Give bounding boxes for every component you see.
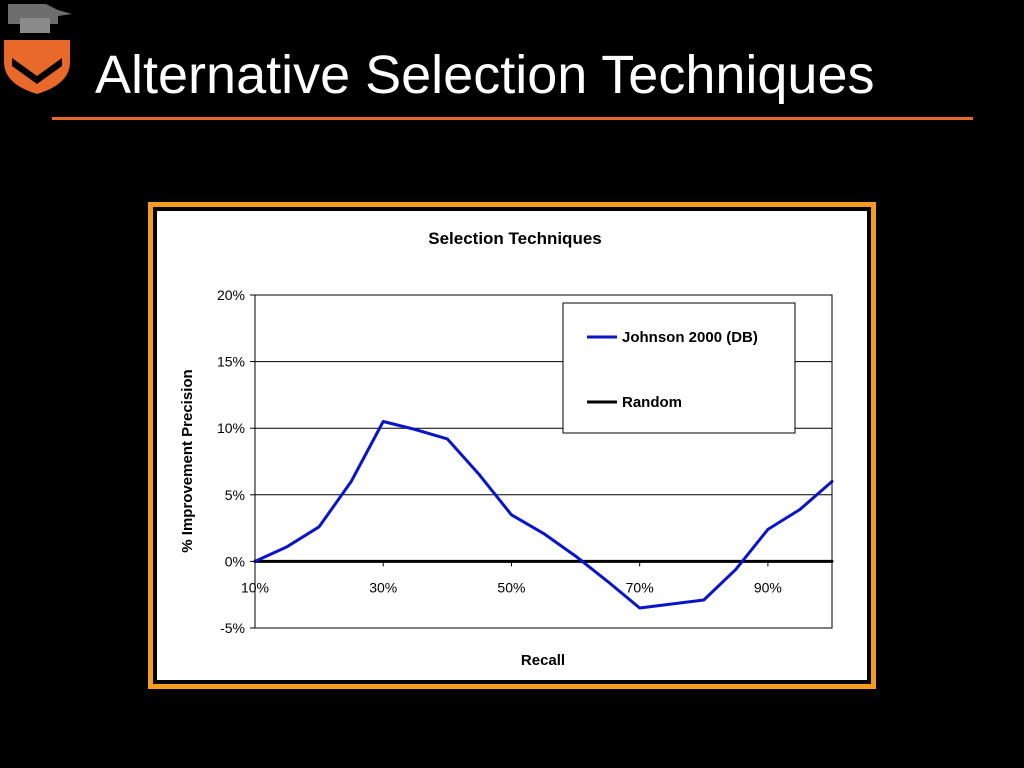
x-axis-label: Recall [521, 652, 565, 669]
princeton-shield-icon [4, 4, 72, 94]
legend-label-johnson-2000-db: Johnson 2000 (DB) [622, 329, 758, 346]
x-tick-label: 10% [241, 579, 269, 595]
series-line-johnson-2000-db [253, 420, 834, 610]
y-tick-label: 20% [217, 287, 245, 303]
y-axis-ticks: 20% 15% 10% 5% 0% -5% [217, 287, 255, 636]
y-tick-label: 0% [225, 553, 245, 569]
x-tick-label: 50% [497, 579, 525, 595]
line-chart: Selection Techniques 20% 15% 10% 5% 0% -5% 10… [179, 229, 834, 669]
chart-title: Selection Techniques [428, 229, 602, 248]
x-axis-ticks: 10% 30% 50% 70% 90% [241, 561, 782, 595]
x-tick-label: 70% [626, 579, 654, 595]
chart-panel: Selection Techniques 20% 15% 10% 5% 0% -5% 10… [157, 211, 867, 680]
legend-box [562, 302, 796, 434]
y-tick-label: -5% [220, 620, 245, 636]
plot-area-border [254, 294, 833, 629]
series-layer [253, 420, 834, 610]
y-axis-label: % Improvement Precision [179, 369, 196, 552]
legend-label-random: Random [622, 394, 682, 411]
slide-title: Alternative Selection Techniques [95, 45, 875, 105]
y-tick-label: 5% [225, 487, 245, 503]
x-tick-label: 90% [754, 579, 782, 595]
title-divider [52, 117, 973, 120]
chart-frame: Selection Techniques 20% 15% 10% 5% 0% -5% 10… [148, 202, 876, 689]
x-tick-label: 30% [369, 579, 397, 595]
y-tick-label: 10% [217, 420, 245, 436]
y-tick-label: 15% [217, 354, 245, 370]
chart-legend: Johnson 2000 (DB) Random [562, 302, 796, 434]
